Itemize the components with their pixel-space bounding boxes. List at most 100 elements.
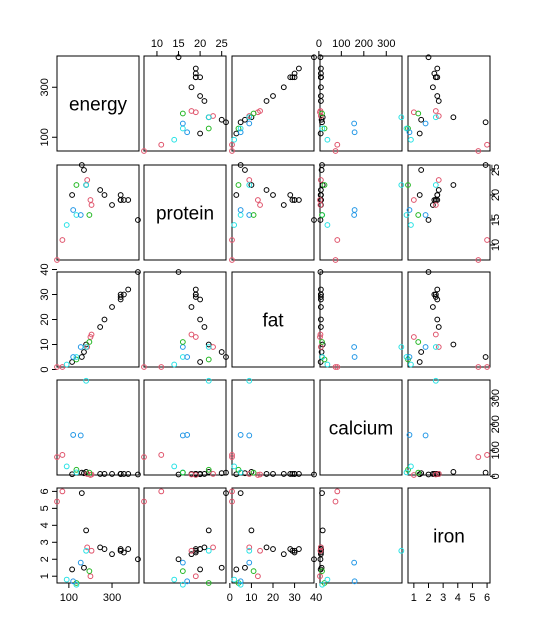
point-protein-vs-fat (270, 192, 276, 198)
point-protein-vs-calcium (319, 212, 325, 218)
point-energy-vs-protein (192, 109, 199, 116)
point-energy-vs-protein (192, 70, 199, 77)
point-iron-vs-energy (54, 498, 60, 505)
point-energy-vs-calcium (317, 74, 324, 81)
point-iron-vs-energy (84, 544, 91, 551)
point-protein-vs-calcium (317, 187, 324, 193)
point-energy-vs-protein (184, 129, 191, 136)
point-fat-vs-protein (192, 294, 199, 300)
point-calcium-vs-fat (229, 452, 235, 458)
y-tick-label-fat: 30 (39, 288, 51, 300)
point-fat-vs-protein (205, 341, 212, 348)
y-tick-label-protein: 10 (490, 239, 502, 251)
point-iron-vs-fat (233, 566, 240, 573)
point-fat-vs-iron (416, 359, 423, 365)
point-energy-vs-fat (311, 54, 317, 61)
point-fat-vs-energy (54, 364, 60, 370)
data-points (54, 54, 490, 588)
point-fat-vs-energy (125, 286, 132, 293)
point-energy-vs-calcium (319, 119, 325, 126)
point-protein-vs-iron (416, 192, 423, 198)
point-iron-vs-calcium (351, 559, 358, 566)
point-iron-vs-protein (184, 578, 191, 585)
panel-iron-vs-protein (143, 487, 227, 584)
point-iron-vs-calcium (319, 568, 325, 575)
point-energy-vs-iron (418, 116, 425, 123)
panel-fat-vs-protein (143, 271, 227, 368)
point-protein-vs-energy (117, 192, 124, 198)
panel-protein-vs-calcium (319, 164, 403, 261)
point-fat-vs-energy (77, 344, 84, 350)
y-tick-label-iron: 3 (39, 539, 51, 545)
point-iron-vs-energy (78, 490, 85, 496)
point-iron-vs-energy (109, 551, 115, 558)
point-fat-vs-calcium (317, 294, 324, 300)
point-fat-vs-energy (97, 324, 104, 330)
point-fat-vs-iron (435, 324, 442, 330)
point-fat-vs-calcium (351, 354, 358, 360)
point-iron-vs-energy (87, 573, 94, 580)
point-calcium-vs-fat (263, 471, 270, 477)
point-protein-vs-fat (235, 182, 242, 188)
panel-energy-vs-calcium (319, 55, 403, 152)
point-energy-vs-protein (188, 84, 195, 91)
y-tick-label-iron: 5 (39, 505, 51, 511)
point-fat-vs-protein (197, 296, 204, 303)
point-protein-vs-fat (246, 182, 253, 188)
point-protein-vs-energy (81, 167, 87, 173)
point-iron-vs-energy (73, 581, 80, 588)
point-fat-vs-protein (201, 324, 208, 330)
point-fat-vs-calcium (351, 344, 358, 350)
point-energy-vs-iron (408, 136, 414, 143)
panel-fat-vs-fat (231, 271, 315, 368)
y-tick-label-calcium: 300 (490, 389, 502, 407)
point-protein-vs-energy (54, 257, 60, 263)
point-protein-vs-iron (435, 177, 442, 183)
point-calcium-vs-fat (289, 471, 296, 477)
point-fat-vs-iron (432, 331, 439, 338)
point-calcium-vs-fat (270, 471, 276, 477)
point-energy-vs-fat (237, 119, 244, 126)
x-tick-label-calcium: 100 (332, 38, 350, 50)
point-fat-vs-energy (135, 269, 141, 275)
point-calcium-vs-iron (418, 470, 425, 477)
point-calcium-vs-iron (450, 468, 457, 475)
x-tick-label-iron: 3 (440, 592, 446, 604)
point-iron-vs-calcium (398, 547, 405, 554)
point-iron-vs-energy (135, 556, 141, 563)
point-fat-vs-calcium (317, 286, 324, 293)
point-fat-vs-energy (101, 316, 108, 323)
point-iron-vs-fat (229, 488, 235, 495)
panel-iron-vs-energy (56, 487, 140, 584)
point-protein-vs-iron (484, 237, 490, 243)
point-energy-vs-calcium (321, 125, 328, 132)
point-iron-vs-fat (311, 556, 317, 563)
y-tick-label-iron: 4 (39, 522, 51, 528)
point-protein-vs-fat (280, 202, 287, 208)
point-calcium-vs-protein (223, 469, 229, 476)
panel-fat-vs-iron (407, 271, 491, 368)
point-calcium-vs-protein (158, 452, 165, 458)
point-fat-vs-iron (482, 354, 489, 360)
point-protein-vs-iron (475, 257, 482, 263)
y-tick-label-fat: 40 (39, 263, 51, 275)
point-iron-vs-calcium (318, 564, 325, 571)
point-fat-vs-protein (192, 291, 199, 298)
point-protein-vs-fat (229, 237, 235, 243)
point-fat-vs-protein (158, 364, 165, 370)
point-iron-vs-fat (237, 578, 244, 585)
point-energy-vs-fat (237, 129, 244, 136)
point-iron-vs-fat (237, 581, 244, 588)
point-fat-vs-protein (179, 339, 186, 345)
point-iron-vs-protein (218, 564, 225, 571)
x-tick-label-protein: 25 (216, 38, 228, 50)
point-calcium-vs-protein (171, 463, 178, 470)
point-calcium-vs-iron (408, 463, 414, 470)
point-protein-vs-iron (410, 197, 417, 203)
point-calcium-vs-fat (246, 432, 253, 439)
point-fat-vs-protein (192, 286, 199, 293)
point-protein-vs-iron (422, 212, 429, 218)
point-fat-vs-protein (223, 354, 229, 360)
point-calcium-vs-protein (184, 432, 191, 438)
point-protein-vs-fat (246, 177, 253, 183)
